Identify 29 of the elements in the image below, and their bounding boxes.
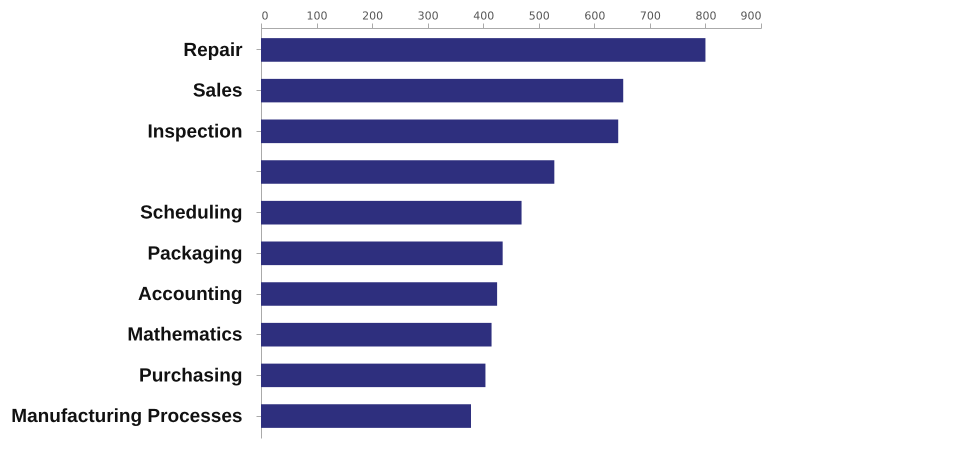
x-tick-label: 0 <box>262 10 268 22</box>
x-tick-label: 800 <box>695 10 716 22</box>
x-tick-label: 500 <box>528 10 550 22</box>
x-tick-label: 600 <box>584 10 606 22</box>
bar <box>261 200 522 224</box>
y-tick-label: Mathematics <box>127 324 242 346</box>
bar <box>261 120 618 144</box>
x-tick-label: 100 <box>306 10 328 22</box>
y-tick-label: Purchasing <box>139 365 242 386</box>
bar <box>261 38 706 62</box>
y-tick-label: Inspection <box>147 121 242 142</box>
bar <box>261 322 492 346</box>
y-tick-label: Repair <box>183 40 244 61</box>
x-tick-label: 700 <box>640 10 661 22</box>
bar <box>261 364 486 388</box>
bar <box>261 282 498 306</box>
bar <box>261 160 554 184</box>
y-tick-label: Scheduling <box>140 202 242 224</box>
bar <box>261 404 471 428</box>
x-tick-label: 200 <box>362 10 384 22</box>
y-tick-label: Manufacturing Processes <box>11 406 242 428</box>
bar <box>261 242 503 266</box>
bar <box>261 78 624 102</box>
x-tick-label: 400 <box>473 10 494 22</box>
x-tick-label: 900 <box>740 10 762 22</box>
y-tick-label: Accounting <box>138 284 242 306</box>
y-tick-label: Sales <box>192 80 242 102</box>
y-tick-label: Packaging <box>147 243 242 264</box>
x-tick-label: 300 <box>418 10 439 22</box>
